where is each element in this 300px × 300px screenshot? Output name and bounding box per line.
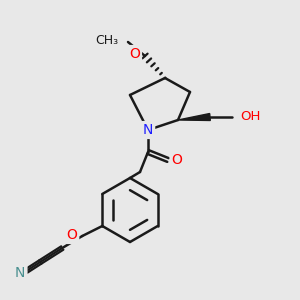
Text: N: N <box>15 266 26 280</box>
Text: OH: OH <box>240 110 260 124</box>
Text: O: O <box>129 47 140 61</box>
Text: O: O <box>66 228 77 242</box>
Polygon shape <box>178 113 210 121</box>
Text: CH₃: CH₃ <box>95 34 118 47</box>
Text: N: N <box>143 123 153 137</box>
Text: O: O <box>172 153 182 167</box>
